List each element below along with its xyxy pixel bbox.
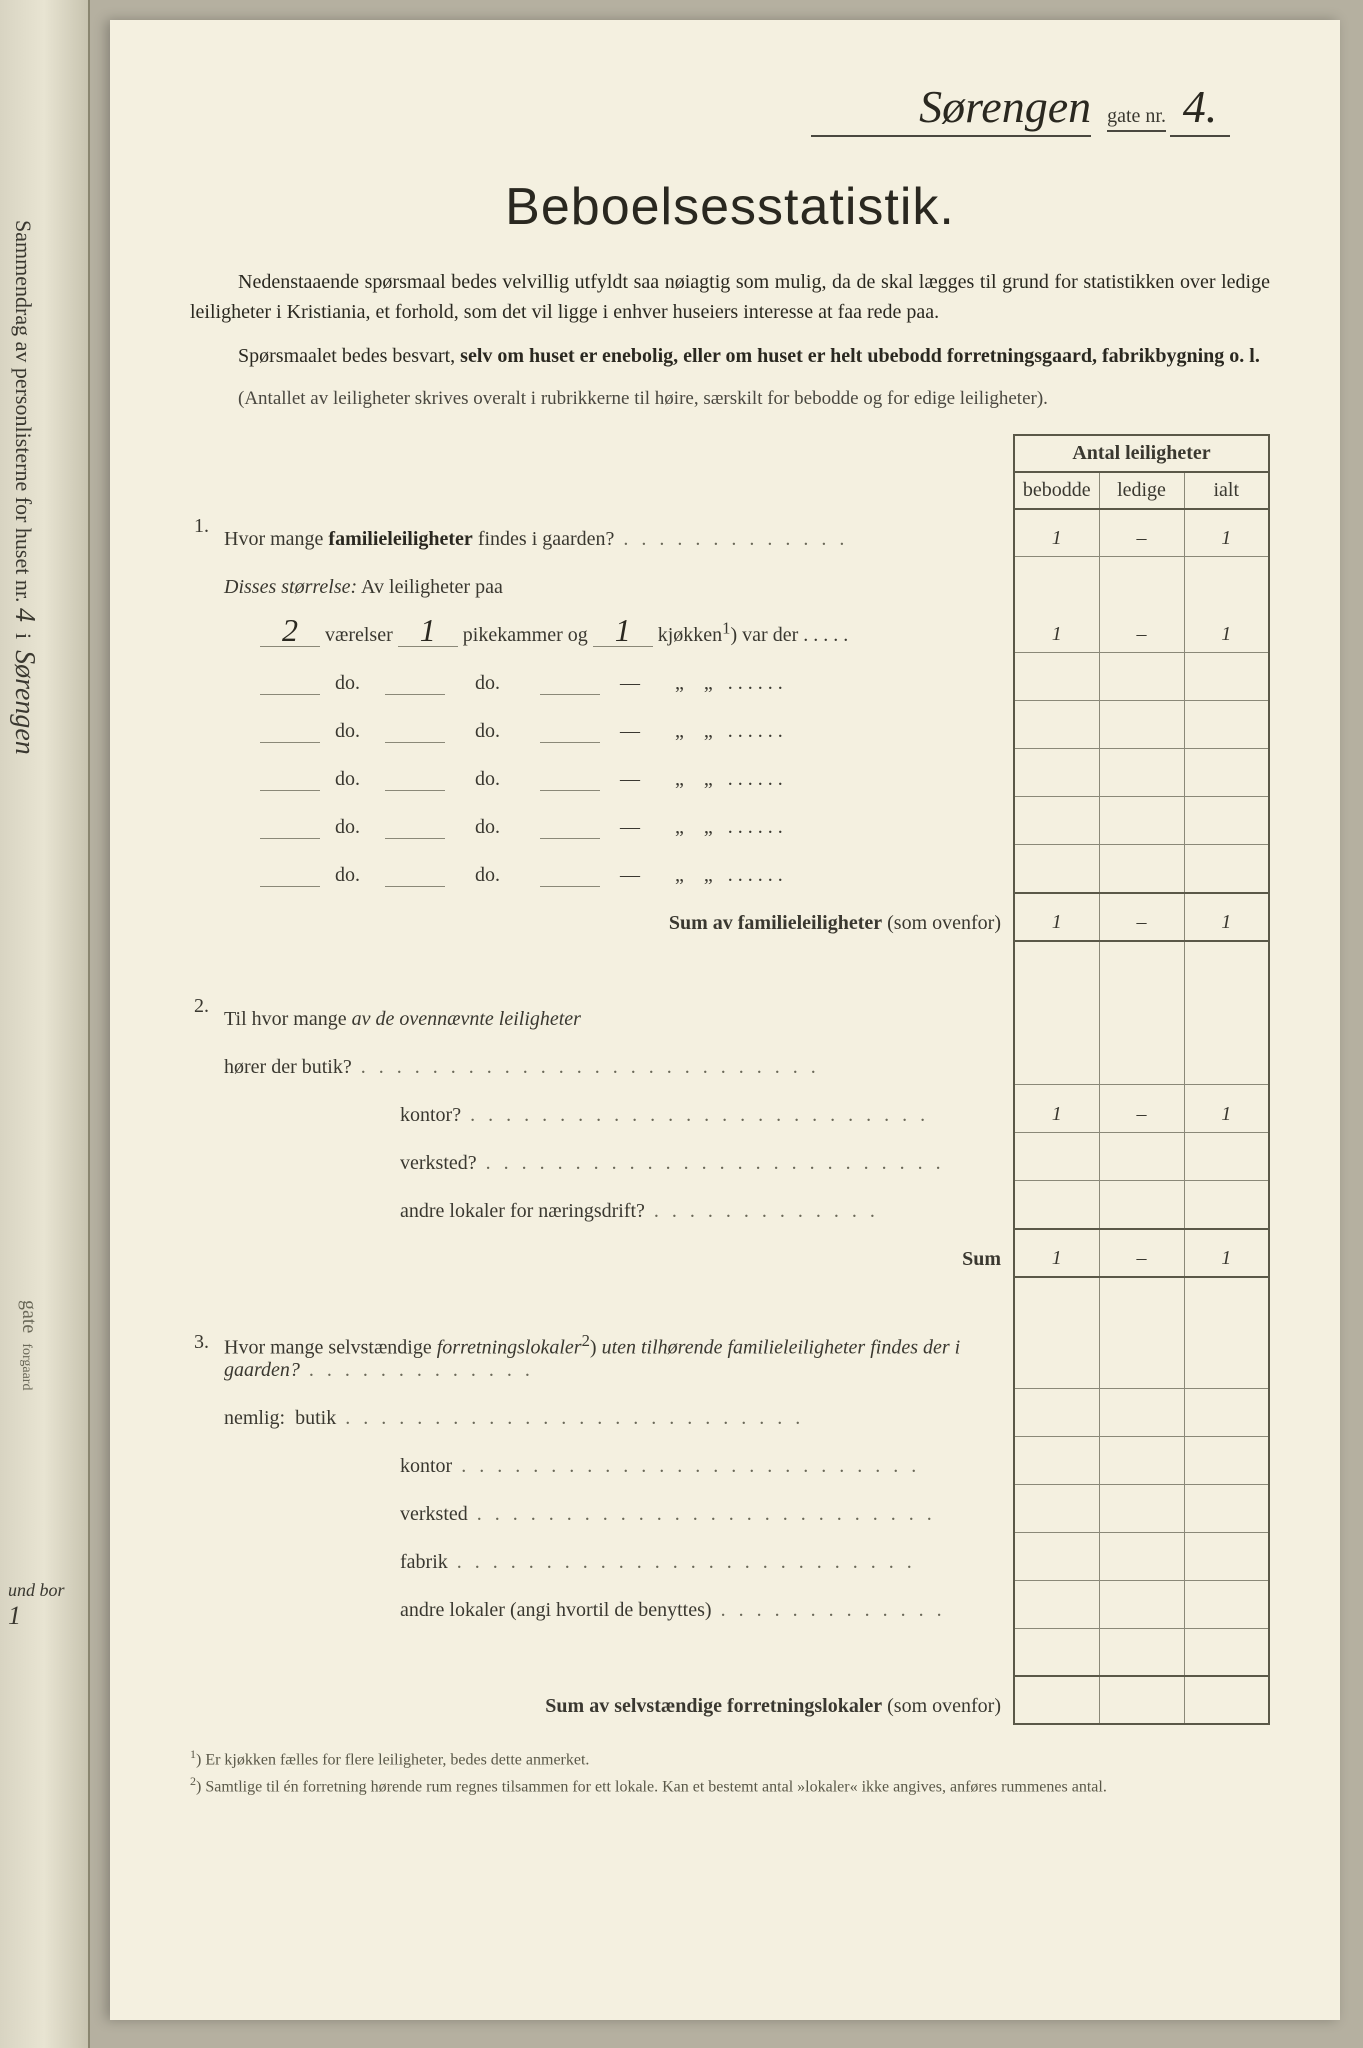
- q1-r1-ialt: 1: [1184, 605, 1269, 653]
- spine: Sammendrag av personlisterne for huset n…: [0, 0, 90, 2048]
- q1-size-row-2: do. do. — „ „ . . . . . .: [220, 653, 1014, 701]
- q3-sum-label: Sum av selvstændige forretningslokaler (…: [220, 1676, 1014, 1724]
- q1-size-row-3: do. do. — „ „ . . . . . .: [220, 701, 1014, 749]
- col-head-ialt: ialt: [1184, 472, 1269, 509]
- q2-kontor: kontor?: [220, 1085, 1014, 1133]
- gate-nr-field: 4.: [1170, 80, 1230, 137]
- spine-und-bor: und bor 1: [8, 1580, 65, 1631]
- q1-ialt: 1: [1184, 509, 1269, 557]
- q1-r1-ledige: –: [1099, 605, 1184, 653]
- q1-sum-label: Sum av familieleiligheter (som ovenfor): [220, 893, 1014, 941]
- q2-sum-ledige: –: [1099, 1229, 1184, 1277]
- footnote-2: 2) Samtlige til én forretning hørende ru…: [190, 1772, 1270, 1799]
- q3-verksted: verksted: [220, 1484, 1014, 1532]
- page-title: Beboelsesstatistik.: [190, 177, 1270, 237]
- header-line: Sørengen gate nr. 4.: [190, 80, 1270, 137]
- intro-note: (Antallet av leiligheter skrives overalt…: [190, 385, 1270, 414]
- q2-kontor-bebodde: 1: [1014, 1085, 1099, 1133]
- statistics-table: Antal leiligheter bebodde ledige ialt 1.…: [190, 434, 1270, 1726]
- q1-ledige: –: [1099, 509, 1184, 557]
- q1-size-row-4: do. do. — „ „ . . . . . .: [220, 749, 1014, 797]
- q3-kontor: kontor: [220, 1436, 1014, 1484]
- intro-p2: Spørsmaalet bedes besvart, selv om huset…: [190, 341, 1270, 371]
- footnote-1: 1) Er kjøkken fælles for flere leilighet…: [190, 1745, 1270, 1772]
- street-name-field: Sørengen: [811, 80, 1091, 137]
- q2-sum-ialt: 1: [1184, 1229, 1269, 1277]
- q3-number: 3.: [190, 1325, 220, 1389]
- q1-sum-ledige: –: [1099, 893, 1184, 941]
- q1-size-row-6: do. do. — „ „ . . . . . .: [220, 845, 1014, 893]
- q2-text: Til hvor mange av de ovennævnte leilighe…: [220, 989, 1014, 1037]
- q3-text: Hvor mange selvstændige forretningslokal…: [220, 1325, 1014, 1389]
- q3-fabrik: fabrik: [220, 1532, 1014, 1580]
- q1-size-row-5: do. do. — „ „ . . . . . .: [220, 797, 1014, 845]
- q1-text: Hvor mange familieleiligheter findes i g…: [220, 509, 1014, 557]
- spine-house-nr: 4: [9, 608, 40, 622]
- q1-bebodde: 1: [1014, 509, 1099, 557]
- q1-sum-ialt: 1: [1184, 893, 1269, 941]
- q1-number: 1.: [190, 509, 220, 557]
- q2-sum-bebodde: 1: [1014, 1229, 1099, 1277]
- gate-nr-label: gate nr.: [1107, 105, 1166, 132]
- q1-r1-bebodde: 1: [1014, 605, 1099, 653]
- spine-summary-text: Sammendrag av personlisterne for huset n…: [8, 220, 40, 755]
- col-head-bebodde: bebodde: [1014, 472, 1099, 509]
- q1-disses: Disses størrelse: Av leiligheter paa: [220, 557, 1014, 605]
- footnotes: 1) Er kjøkken fælles for flere leilighet…: [190, 1745, 1270, 1800]
- q2-verksted: verksted?: [220, 1133, 1014, 1181]
- q2-andre: andre lokaler for næringsdrift?: [220, 1181, 1014, 1229]
- spine-street: Sørengen: [9, 650, 40, 755]
- q1-sum-bebodde: 1: [1014, 893, 1099, 941]
- col-head-ledige: ledige: [1099, 472, 1184, 509]
- intro-p1: Nedenstaaende spørsmaal bedes velvillig …: [190, 267, 1270, 327]
- q2-number: 2.: [190, 989, 220, 1037]
- document-page: Sørengen gate nr. 4. Beboelsesstatistik.…: [110, 20, 1340, 2020]
- q2-sum-label: Sum: [220, 1229, 1014, 1277]
- q2-butik: hører der butik?: [220, 1037, 1014, 1085]
- q3-butik: nemlig: butik: [220, 1388, 1014, 1436]
- q1-size-row-1: 2 værelser 1 pikekammer og 1 kjøkken1) v…: [220, 605, 1014, 653]
- q3-andre: andre lokaler (angi hvortil de benyttes): [220, 1580, 1014, 1628]
- col-head-antal: Antal leiligheter: [1014, 435, 1269, 472]
- spine-gate-label: gate forgaard: [17, 1300, 40, 1390]
- q2-kontor-ledige: –: [1099, 1085, 1184, 1133]
- q2-kontor-ialt: 1: [1184, 1085, 1269, 1133]
